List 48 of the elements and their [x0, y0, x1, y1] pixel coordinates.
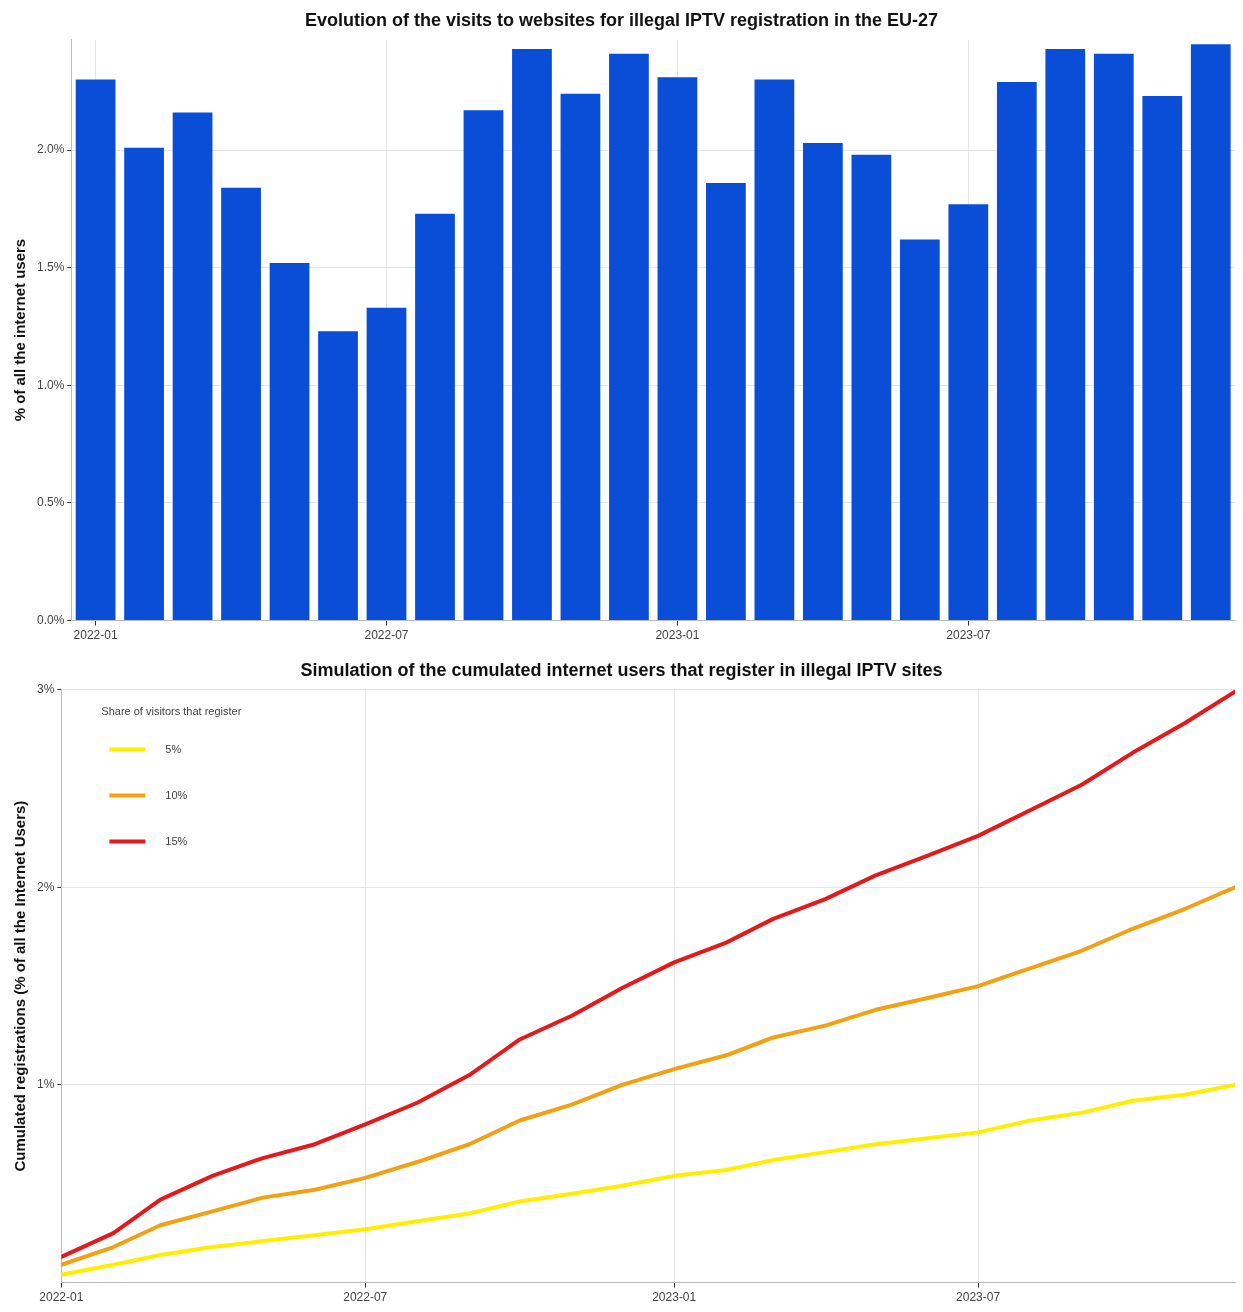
bar — [124, 147, 164, 621]
legend-label: 15% — [165, 834, 188, 847]
y-axis-title: Cumulated registrations (% of all the Internet Users) — [11, 800, 29, 1172]
bar — [706, 183, 746, 621]
bar — [318, 331, 358, 621]
bar — [221, 187, 261, 621]
bar — [415, 213, 455, 621]
y-tick-label: 0.5% — [36, 495, 65, 510]
chart-title: Simulation of the cumulated internet users that register in illegal IPTV sites — [300, 659, 943, 680]
y-tick-label: 1% — [37, 1077, 55, 1092]
bar — [851, 154, 892, 621]
bar — [657, 77, 698, 621]
bar — [463, 110, 504, 621]
legend-label: 5% — [165, 742, 182, 755]
y-tick-label: 1.0% — [36, 377, 65, 392]
x-tick-label: 2022-01 — [39, 1290, 84, 1305]
bar — [1142, 96, 1183, 621]
bar — [560, 93, 601, 621]
y-tick-label: 2.0% — [36, 142, 65, 157]
bar — [75, 79, 116, 621]
bar — [899, 239, 940, 621]
x-tick-label: 2023-07 — [956, 1290, 1001, 1305]
x-tick-label: 2022-07 — [364, 628, 409, 643]
y-axis-title: % of all the internet users — [11, 238, 29, 422]
x-tick-label: 2023-01 — [655, 628, 700, 643]
x-tick-label: 2022-01 — [73, 628, 118, 643]
x-tick-label: 2023-07 — [946, 628, 991, 643]
bar — [948, 204, 989, 621]
legend-label: 10% — [165, 788, 188, 801]
bar — [366, 307, 407, 621]
bar — [609, 53, 649, 621]
bar — [1190, 44, 1231, 621]
bar — [754, 79, 795, 621]
x-tick-label: 2023-01 — [652, 1290, 697, 1305]
y-tick-label: 3% — [37, 681, 55, 696]
bar — [1045, 49, 1086, 621]
bar — [269, 263, 310, 621]
bar — [172, 112, 213, 621]
y-tick-label: 1.5% — [36, 260, 65, 275]
bar — [803, 143, 843, 621]
bar — [512, 49, 552, 621]
y-tick-label: 2% — [37, 879, 55, 894]
y-tick-label: 0.0% — [36, 612, 65, 627]
bar — [996, 81, 1037, 621]
legend-title: Share of visitors that register — [101, 704, 242, 717]
chart-title: Evolution of the visits to websites for illegal IPTV registration in the EU-27 — [304, 9, 939, 30]
bar — [1093, 53, 1134, 621]
x-tick-label: 2022-07 — [343, 1290, 388, 1305]
